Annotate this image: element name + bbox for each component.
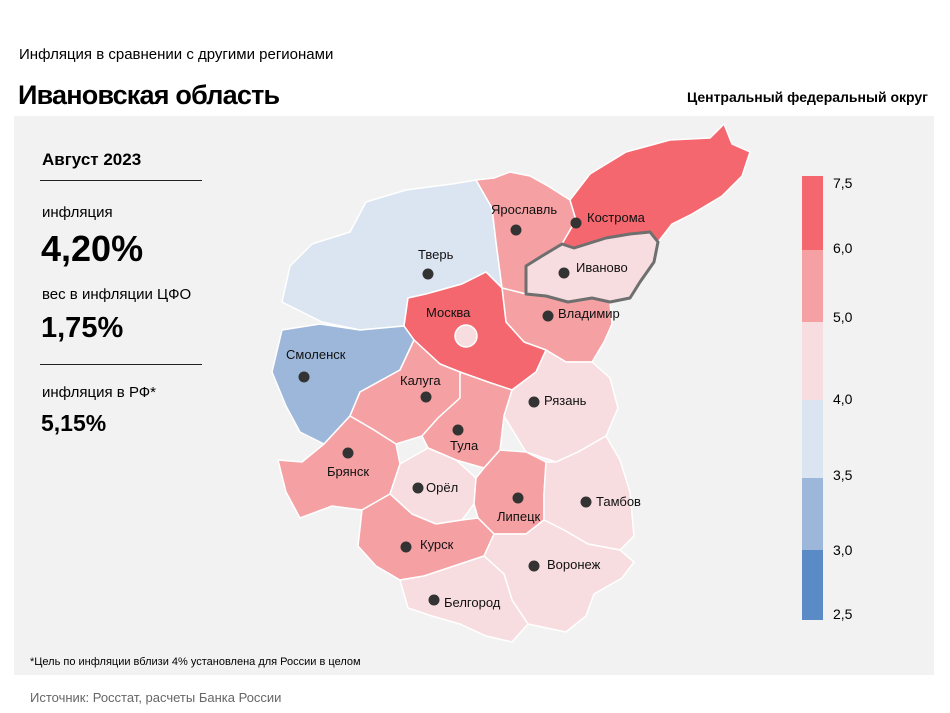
city-dot-kursk [400,541,412,553]
city-label-tver: Тверь [418,247,454,262]
city-label-lipetsk: Липецк [497,509,541,524]
legend-tick: 6,0 [833,240,853,256]
city-label-ivanovo: Иваново [576,260,628,275]
region-belgorod[interactable] [399,555,529,643]
city-label-moscow: Москва [426,305,471,320]
city-dot-orel [412,482,424,494]
city-dot-yaroslavl [510,224,522,236]
city-label-smolensk: Смоленск [286,347,346,362]
region-tula[interactable] [421,371,513,469]
legend-tick: 4,0 [833,391,853,407]
city-label-tambov: Тамбов [596,494,641,509]
weight-label: вес в инфляции ЦФО [42,286,192,303]
footnote: *Цель по инфляции вблизи 4% установлена … [30,656,361,668]
city-label-kaluga: Калуга [400,373,441,388]
weight-value: 1,75% [41,312,124,344]
legend-band-4-5 [802,322,823,400]
city-dot-smolensk [298,371,310,383]
city-dot-vladimir [542,310,554,322]
city-dot-ryazan [528,396,540,408]
page-title: Ивановская область [18,80,280,110]
city-label-bryansk: Брянск [327,464,369,479]
regions-map: Тверь Ярославль Кострома Иваново Москва … [271,123,823,643]
city-dot-belgorod [428,594,440,606]
legend-band-6-7_5 [802,176,823,250]
legend-tick: 3,5 [833,467,853,483]
region-ivanovo[interactable] [524,230,660,304]
legend-tick: 2,5 [833,606,853,622]
period-label: Август 2023 [42,150,142,169]
city-dot-voronezh [528,560,540,572]
city-label-voronezh: Воронеж [547,557,601,572]
map-panel: Август 2023 инфляция 4,20% вес в инфляци… [14,116,934,675]
city-dot-bryansk [342,447,354,459]
city-dot-kostroma [570,217,582,229]
city-label-vladimir: Владимир [558,306,620,321]
city-label-ryazan: Рязань [544,393,587,408]
city-label-yaroslavl: Ярославль [491,202,557,217]
rf-inflation-value: 5,15% [41,410,107,436]
rf-inflation-label: инфляция в РФ* [42,384,157,401]
city-dots [298,217,592,606]
source-note: Источник: Росстат, расчеты Банка России [30,690,282,705]
divider [40,180,202,181]
legend-tick: 3,0 [833,542,853,558]
legend-band-2_5-3 [802,550,823,620]
legend-band-3_5-4 [802,400,823,478]
region-kostroma[interactable] [561,123,751,249]
city-dot-tambov [580,496,592,508]
city-label-kostroma: Кострома [587,210,646,225]
district-label: Центральный федеральный округ [686,89,928,105]
supertitle: Инфляция в сравнении с другими регионами [19,46,334,63]
moscow-city-marker [454,324,478,348]
legend-band-3-3_5 [802,478,823,550]
city-dot-kaluga [420,391,432,403]
city-label-kursk: Курск [420,537,454,552]
city-label-orel: Орёл [426,480,458,495]
legend-tick: 7,5 [833,175,853,191]
city-dot-tver [422,268,434,280]
inflation-label: инфляция [42,204,113,221]
city-label-tula: Тула [450,438,479,453]
city-dot-tula [452,424,464,436]
legend-tick: 5,0 [833,309,853,325]
legend-bar [802,176,823,620]
divider [40,364,202,365]
city-label-belgorod: Белгород [444,595,501,610]
city-dot-lipetsk [512,492,524,504]
inflation-value: 4,20% [41,228,144,269]
city-dot-ivanovo [558,267,570,279]
legend-band-5-6 [802,250,823,322]
